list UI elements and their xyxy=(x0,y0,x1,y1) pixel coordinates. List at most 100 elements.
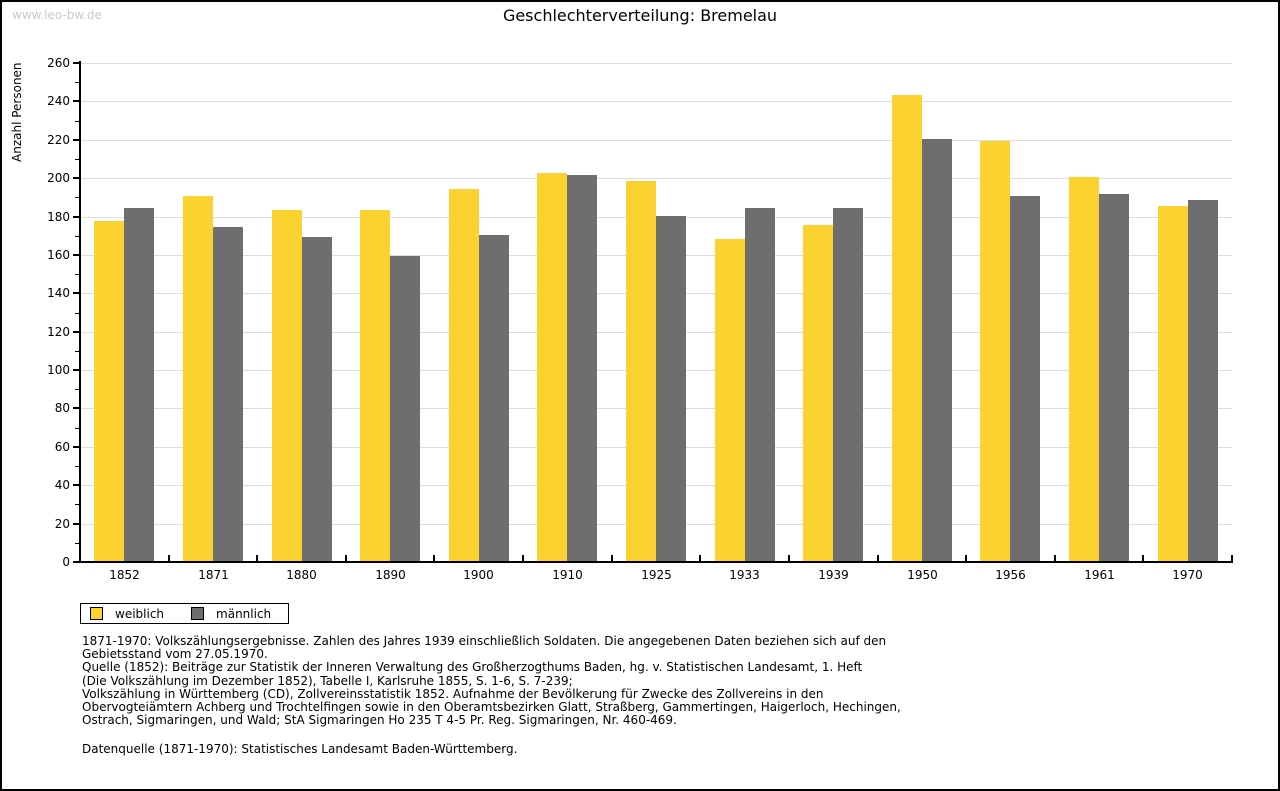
y-tick-label-160: 160 xyxy=(47,248,70,262)
gridline-240 xyxy=(81,101,1232,102)
x-boundary-tick-4 xyxy=(433,555,435,561)
x-tick-label-1956: 1956 xyxy=(995,568,1026,582)
bar-weiblich-1933 xyxy=(715,239,745,561)
x-tick-label-1961: 1961 xyxy=(1084,568,1115,582)
x-boundary-tick-3 xyxy=(345,555,347,561)
y-major-tick-200 xyxy=(73,177,79,179)
bar-männlich-1961 xyxy=(1099,194,1129,561)
y-minor-tick-150 xyxy=(75,274,79,275)
x-boundary-tick-10 xyxy=(965,555,967,561)
bar-weiblich-1871 xyxy=(183,196,213,561)
x-boundary-tick-8 xyxy=(788,555,790,561)
x-tick-label-1880: 1880 xyxy=(286,568,317,582)
x-boundary-tick-11 xyxy=(1054,555,1056,561)
bar-weiblich-1970 xyxy=(1158,206,1188,561)
x-tick-label-1900: 1900 xyxy=(463,568,494,582)
y-axis-title: Anzahl Personen xyxy=(10,62,24,162)
bar-männlich-1880 xyxy=(302,237,332,561)
footnotes-block: 1871-1970: Volkszählungsergebnisse. Zahl… xyxy=(82,634,901,728)
y-minor-tick-210 xyxy=(75,159,79,160)
bar-männlich-1956 xyxy=(1010,196,1040,561)
bar-männlich-1950 xyxy=(922,139,952,561)
bar-weiblich-1910 xyxy=(537,173,567,561)
y-major-tick-40 xyxy=(73,484,79,486)
y-minor-tick-230 xyxy=(75,121,79,122)
x-tick-label-1852: 1852 xyxy=(109,568,140,582)
y-major-tick-120 xyxy=(73,331,79,333)
x-boundary-tick-12 xyxy=(1142,555,1144,561)
watermark: www.leo-bw.de xyxy=(12,8,102,22)
y-tick-label-220: 220 xyxy=(47,133,70,147)
x-tick-label-1871: 1871 xyxy=(198,568,229,582)
bar-männlich-1890 xyxy=(390,256,420,561)
y-tick-label-60: 60 xyxy=(54,440,70,454)
footnote-line: 1871-1970: Volkszählungsergebnisse. Zahl… xyxy=(82,634,887,648)
x-tick-label-1933: 1933 xyxy=(729,568,760,582)
y-minor-tick-130 xyxy=(75,313,79,314)
x-tick-label-1950: 1950 xyxy=(907,568,938,582)
y-tick-label-0: 0 xyxy=(62,555,70,569)
bar-männlich-1970 xyxy=(1188,200,1218,561)
y-major-tick-260 xyxy=(73,62,79,64)
y-minor-tick-190 xyxy=(75,197,79,198)
x-tick-label-1970: 1970 xyxy=(1172,568,1203,582)
legend-swatch-maennlich xyxy=(191,607,205,620)
bar-weiblich-1900 xyxy=(449,189,479,561)
y-tick-label-180: 180 xyxy=(47,210,70,224)
y-minor-tick-110 xyxy=(75,351,79,352)
y-major-tick-160 xyxy=(73,254,79,256)
bar-männlich-1910 xyxy=(567,175,597,561)
footnote-line: Obervogteiämtern Achberg und Trochtelfin… xyxy=(82,700,901,715)
x-boundary-tick-2 xyxy=(256,555,258,561)
x-boundary-tick-7 xyxy=(699,555,701,561)
bar-männlich-1871 xyxy=(213,227,243,561)
y-major-tick-240 xyxy=(73,100,79,102)
legend-item-maennlich: männlich xyxy=(191,607,271,621)
y-tick-label-20: 20 xyxy=(54,517,70,531)
y-major-tick-80 xyxy=(73,407,79,409)
bar-männlich-1852 xyxy=(124,208,154,561)
bar-weiblich-1950 xyxy=(892,95,922,561)
y-major-tick-180 xyxy=(73,216,79,218)
y-minor-tick-90 xyxy=(75,389,79,390)
footnote-line: Gebietsstand vom 27.05.1970. xyxy=(82,647,268,662)
bar-weiblich-1956 xyxy=(980,141,1010,561)
bar-männlich-1939 xyxy=(833,208,863,561)
bar-weiblich-1890 xyxy=(360,210,390,561)
y-tick-label-140: 140 xyxy=(47,286,70,300)
y-major-tick-20 xyxy=(73,523,79,525)
y-minor-tick-30 xyxy=(75,504,79,505)
bar-weiblich-1925 xyxy=(626,181,656,561)
footnote-line: Volkszählung in Württemberg (CD), Zollve… xyxy=(82,686,824,701)
datasource-note: Datenquelle (1871-1970): Statistisches L… xyxy=(82,742,518,756)
x-boundary-tick-0 xyxy=(79,555,81,561)
y-tick-label-100: 100 xyxy=(47,363,70,377)
footnote-line: Ostrach, Sigmaringen, und Wald; StA Sigm… xyxy=(82,713,677,728)
y-tick-label-200: 200 xyxy=(47,171,70,185)
x-axis-line xyxy=(79,561,1233,563)
footnote-line: Quelle (1852): Beiträge zur Statistik de… xyxy=(82,660,863,675)
bar-weiblich-1852 xyxy=(94,221,124,561)
y-minor-tick-250 xyxy=(75,82,79,83)
bar-weiblich-1880 xyxy=(272,210,302,561)
legend-item-weiblich: weiblich xyxy=(90,607,164,621)
y-minor-tick-50 xyxy=(75,466,79,467)
y-minor-tick-70 xyxy=(75,428,79,429)
legend-label-maennlich: männlich xyxy=(216,606,272,621)
footnote-line: (Die Volkszählung im Dezember 1852), Tab… xyxy=(82,673,573,688)
x-boundary-tick-5 xyxy=(522,555,524,561)
y-axis-line xyxy=(79,61,81,562)
y-tick-label-260: 260 xyxy=(47,56,70,70)
y-tick-label-80: 80 xyxy=(54,401,70,415)
x-boundary-tick-9 xyxy=(877,555,879,561)
bar-weiblich-1939 xyxy=(803,225,833,561)
y-major-tick-0 xyxy=(73,561,79,563)
y-minor-tick-10 xyxy=(75,543,79,544)
y-major-tick-60 xyxy=(73,446,79,448)
bar-männlich-1933 xyxy=(745,208,775,561)
y-minor-tick-170 xyxy=(75,236,79,237)
x-tick-label-1910: 1910 xyxy=(552,568,583,582)
bar-männlich-1925 xyxy=(656,216,686,561)
gridline-200 xyxy=(81,178,1232,179)
